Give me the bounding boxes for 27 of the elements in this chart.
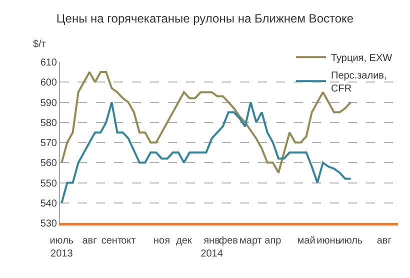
x-tick-label: ноя <box>153 236 170 246</box>
y-tick-label: 610 <box>40 58 58 68</box>
x-tick-label: июль 2013 <box>50 236 74 260</box>
y-tick-label: 580 <box>40 118 58 129</box>
x-tick-label: окт <box>121 236 136 246</box>
y-tick-label: 550 <box>40 178 58 190</box>
x-tick-label: май <box>297 236 316 246</box>
x-tick-label: июль <box>338 236 363 246</box>
y-axis-title: $/т <box>33 39 46 50</box>
y-tick-label: 530 <box>40 218 58 230</box>
x-tick-label: авг <box>376 236 392 246</box>
y-tick-label: 570 <box>40 138 58 149</box>
y-tick-label: 590 <box>40 98 58 109</box>
x-tick-label: сент <box>101 236 122 246</box>
x-tick-label: апр <box>264 236 282 246</box>
x-tick-label: июнь <box>316 236 340 246</box>
y-tick-label: 540 <box>40 198 58 210</box>
legend-label: Перс.залив, CFR <box>331 70 387 95</box>
x-tick-label: фев <box>218 236 238 246</box>
x-tick-label: авг <box>82 236 98 246</box>
x-tick-label: март <box>240 236 262 246</box>
y-tick-label: 600 <box>40 78 58 89</box>
legend-label: Турция, EXW <box>331 53 393 64</box>
y-tick-label: 560 <box>40 158 58 170</box>
x-tick-label: дек <box>176 236 192 246</box>
line-series <box>60 101 352 204</box>
chart-title: Цены на горячекатаные рулоны на Ближнем Востоке <box>56 11 354 26</box>
